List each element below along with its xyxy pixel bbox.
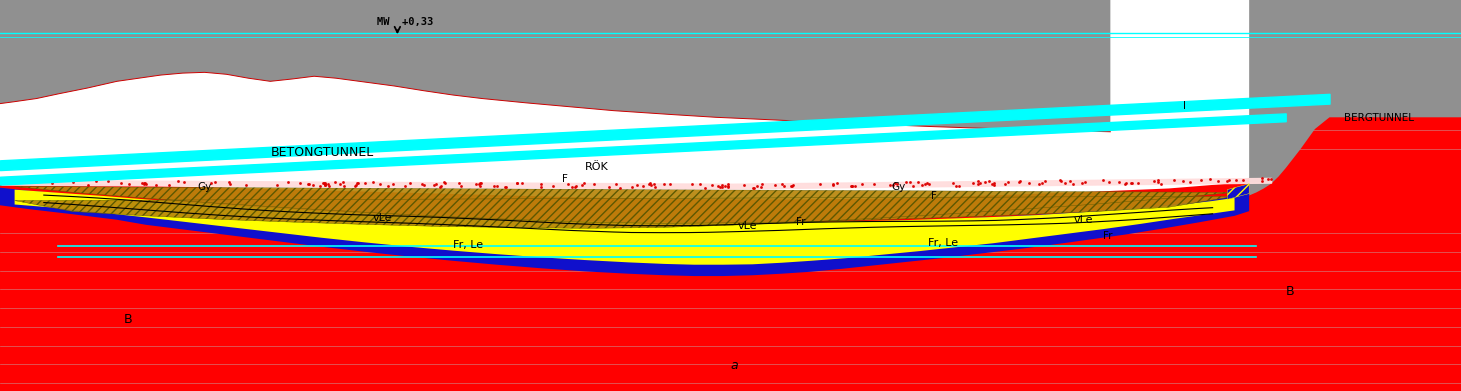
Point xyxy=(110,180,133,187)
Point xyxy=(276,179,300,185)
Point xyxy=(289,180,313,187)
Point xyxy=(96,178,120,184)
Point xyxy=(961,180,985,187)
Point xyxy=(716,181,739,187)
Point xyxy=(1030,180,1053,187)
Point xyxy=(313,181,336,188)
Point xyxy=(324,179,348,185)
Text: BETONGTUNNEL: BETONGTUNNEL xyxy=(270,146,374,160)
Point xyxy=(0,181,12,188)
Point xyxy=(329,181,352,187)
Point xyxy=(218,179,241,185)
Point xyxy=(377,183,400,189)
Point xyxy=(422,182,446,188)
Point xyxy=(308,183,332,189)
Point xyxy=(117,181,140,187)
Point xyxy=(742,185,766,191)
Point xyxy=(710,184,733,190)
Point xyxy=(399,180,422,186)
Point xyxy=(432,179,456,185)
Point xyxy=(1143,178,1166,184)
Polygon shape xyxy=(15,187,1235,228)
Point xyxy=(218,181,241,187)
Point xyxy=(313,181,336,188)
Point xyxy=(411,181,434,187)
Point xyxy=(643,181,666,187)
Point xyxy=(1017,180,1040,187)
Point xyxy=(967,181,991,187)
Point xyxy=(1224,178,1248,184)
Text: F: F xyxy=(562,174,568,184)
Point xyxy=(1074,179,1097,186)
Point xyxy=(425,181,449,187)
Text: F: F xyxy=(931,192,937,201)
Polygon shape xyxy=(0,0,1110,132)
Point xyxy=(625,182,649,188)
Text: BERGTUNNEL: BERGTUNNEL xyxy=(1344,113,1414,123)
Point xyxy=(134,181,158,187)
Point xyxy=(1107,179,1131,185)
Point xyxy=(1071,179,1094,186)
Polygon shape xyxy=(15,190,1235,265)
Point xyxy=(1033,178,1056,185)
Point xyxy=(773,183,796,189)
Point xyxy=(332,183,355,189)
Point xyxy=(529,181,552,187)
Point xyxy=(713,183,736,189)
Point xyxy=(638,180,662,187)
Point xyxy=(732,182,755,188)
Text: Fr: Fr xyxy=(1103,231,1113,240)
Point xyxy=(469,179,492,186)
Point xyxy=(450,183,473,189)
Point xyxy=(688,181,712,188)
Point xyxy=(134,180,158,186)
Point xyxy=(530,184,554,190)
Point xyxy=(894,179,918,186)
Text: vLe: vLe xyxy=(373,213,392,223)
Point xyxy=(609,185,633,191)
Point xyxy=(313,181,336,187)
Point xyxy=(913,181,937,187)
Point xyxy=(145,181,168,188)
Point xyxy=(1251,178,1274,184)
Point xyxy=(1251,175,1274,181)
Point xyxy=(465,181,488,187)
Point xyxy=(434,180,457,187)
Point xyxy=(542,183,565,189)
Point xyxy=(1189,177,1213,183)
Point xyxy=(203,179,226,185)
Point xyxy=(560,183,583,190)
Point xyxy=(899,179,922,186)
Point xyxy=(973,179,996,185)
Point xyxy=(85,178,108,184)
Point xyxy=(881,182,904,188)
Point xyxy=(621,184,644,190)
Point xyxy=(707,183,730,189)
Point xyxy=(555,181,579,187)
Text: a: a xyxy=(730,359,738,373)
Point xyxy=(1217,177,1240,183)
Point xyxy=(967,178,991,184)
Point xyxy=(980,181,1004,187)
Point xyxy=(447,180,470,187)
Point xyxy=(1097,179,1121,185)
Point xyxy=(298,181,321,188)
Point xyxy=(167,178,190,184)
Point xyxy=(780,183,804,189)
Point xyxy=(39,178,63,184)
Point xyxy=(156,182,180,188)
Point xyxy=(1147,177,1170,183)
Point xyxy=(741,185,764,191)
Point xyxy=(710,182,733,188)
Point xyxy=(1008,178,1031,184)
Point xyxy=(1007,179,1030,185)
Point xyxy=(412,182,435,188)
Point xyxy=(266,181,289,188)
Point xyxy=(354,179,377,186)
Point xyxy=(76,181,99,188)
Point xyxy=(709,184,732,190)
Point xyxy=(945,183,969,189)
Point xyxy=(430,183,453,189)
Point xyxy=(468,179,491,186)
